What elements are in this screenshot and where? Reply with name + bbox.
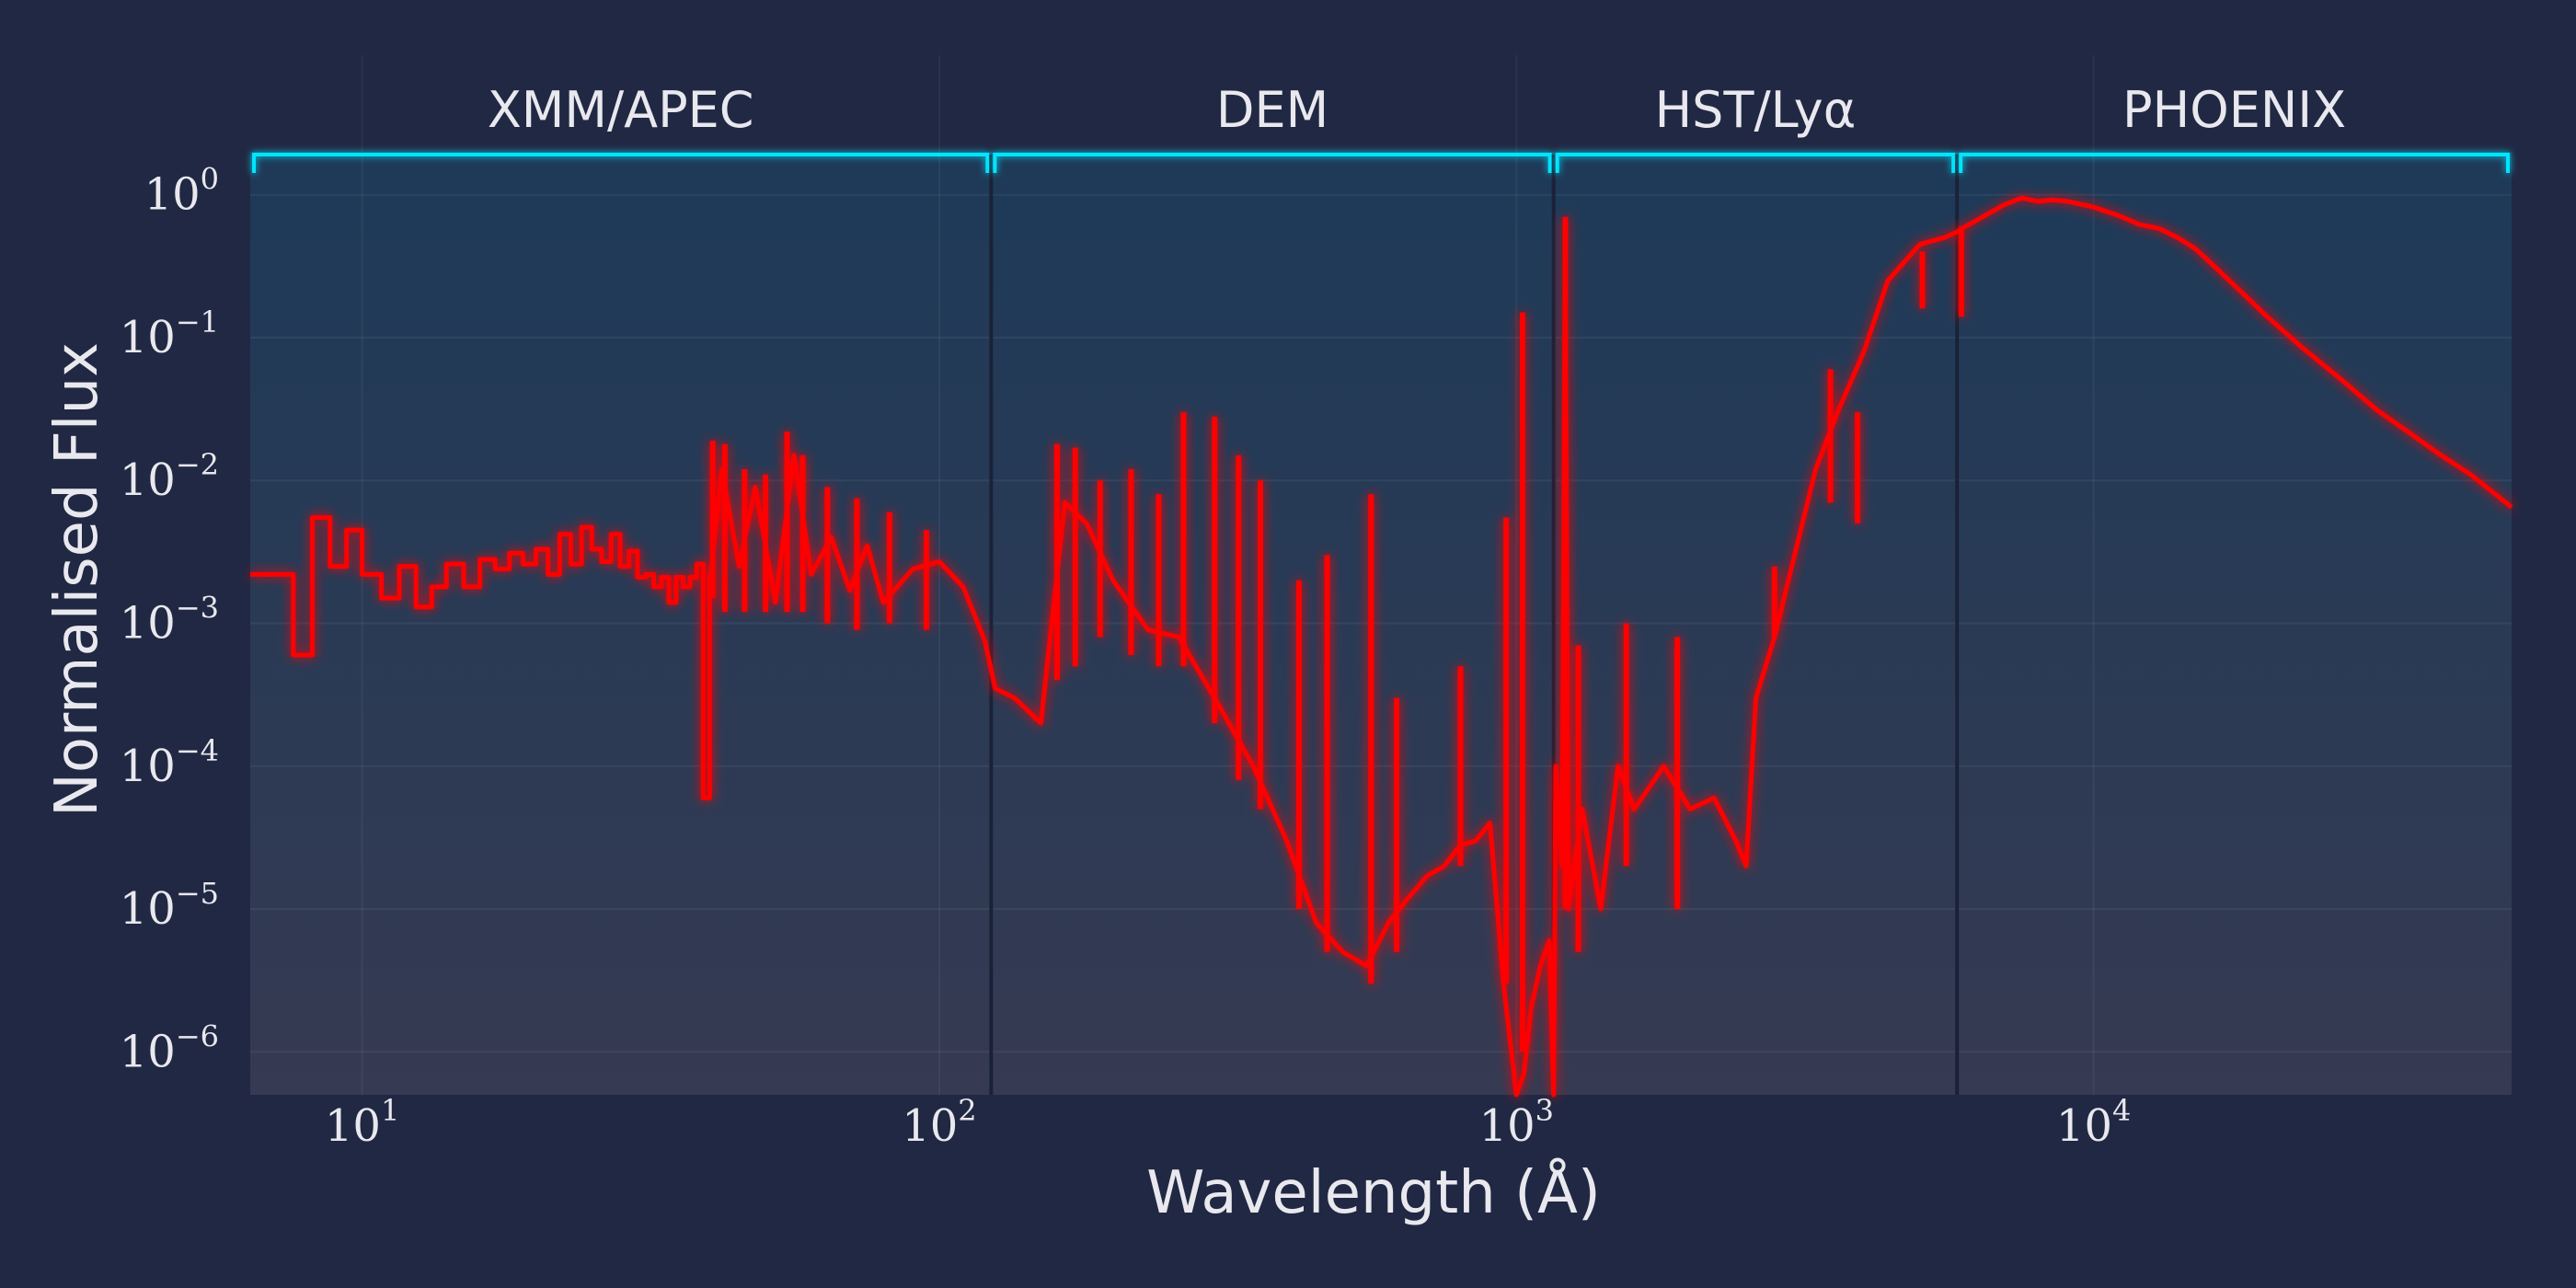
y-tick-label-6: 10−6: [120, 1018, 219, 1077]
y-tick-label-2: 10−2: [120, 447, 219, 506]
y-tick-label-0: 100: [144, 162, 219, 221]
region-bracket-0: [252, 153, 990, 173]
ticks: 101 102 103 104 100 10−1 10−2 10−3 10−4 10−5 10−6: [120, 162, 2132, 1152]
x-tick-label-3: 104: [2056, 1093, 2131, 1152]
x-tick-label-1: 102: [902, 1093, 976, 1152]
region-bracket-1: [993, 153, 1552, 173]
grid: [250, 55, 2512, 1095]
y-tick-label-1: 10−1: [120, 305, 219, 363]
region-label-2: HST/Lyα: [1655, 81, 1857, 139]
x-axis-title: Wavelength (Å): [1146, 1157, 1601, 1227]
x-tick-label-0: 101: [325, 1093, 399, 1152]
region-label-1: DEM: [1216, 81, 1328, 139]
series-line-1: [707, 195, 2513, 1098]
regions: XMM/APEC DEM HST/Lyα PHOENIX: [252, 81, 2510, 1095]
region-label-0: XMM/APEC: [488, 81, 754, 139]
y-tick-label-5: 10−5: [120, 876, 219, 935]
y-axis-title: Normalised Flux: [43, 342, 111, 817]
y-tick-label-4: 10−4: [120, 733, 219, 792]
region-bracket-3: [1959, 153, 2510, 173]
region-bracket-2: [1555, 153, 1956, 173]
region-label-3: PHOENIX: [2122, 81, 2346, 139]
series-line-0: [250, 515, 712, 800]
x-tick-label-2: 103: [1479, 1093, 1554, 1152]
y-tick-label-3: 10−3: [120, 591, 219, 650]
series: [250, 195, 2513, 1098]
